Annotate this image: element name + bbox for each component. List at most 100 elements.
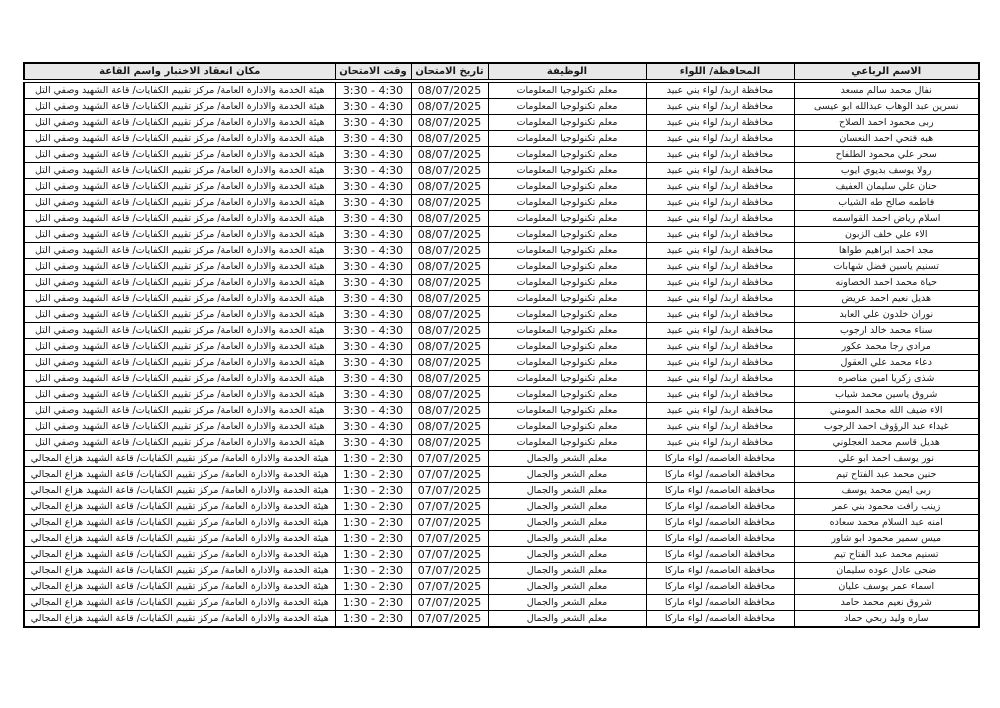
cell-governorate: محافظة اربد/ لواء بني عبيد <box>645 402 795 419</box>
cell-job: معلم تكنولوجيا المعلومات <box>487 194 647 211</box>
cell-location: هيئة الخدمة والادارة العامة/ مركز تقييم … <box>23 146 336 163</box>
cell-exam-time: 1:30 - 2:30 <box>334 610 412 628</box>
table-row: دعاء محمد علي العقول محافظة اربد/ لواء بن… <box>23 354 980 371</box>
cell-full-name: فاطمه صالح طه الشياب <box>793 194 980 211</box>
cell-full-name: غيداء عبد الرؤوف احمد الرجوب <box>793 418 980 435</box>
cell-location: هيئة الخدمة والادارة العامة/ مركز تقييم … <box>23 114 336 131</box>
table-row: نور يوسف احمد ابو علي محافظة العاصمه/ لوا… <box>23 450 980 467</box>
table-row: هديل قاسم محمد العجلوني محافظة اربد/ لواء… <box>23 434 980 451</box>
cell-location: هيئة الخدمة والادارة العامة/ مركز تقييم … <box>23 370 336 387</box>
cell-exam-date: 07/07/2025 <box>410 482 489 499</box>
cell-job: معلم الشعر والجمال <box>487 562 647 579</box>
cell-exam-date: 08/07/2025 <box>410 338 489 355</box>
cell-exam-time: 1:30 - 2:30 <box>334 578 412 595</box>
cell-job: معلم الشعر والجمال <box>487 594 647 611</box>
cell-exam-date: 08/07/2025 <box>410 274 489 291</box>
cell-full-name: نسرين عبد الوهاب عبدالله ابو عيسى <box>793 98 980 115</box>
cell-full-name: نوران خلدون علي العابد <box>793 306 980 323</box>
cell-exam-time: 3:30 - 4:30 <box>334 322 412 339</box>
cell-governorate: محافظة اربد/ لواء بني عبيد <box>645 114 795 131</box>
cell-full-name: حنان علي سليمان العفيف <box>793 178 980 195</box>
table-row: اسماء عمر يوسف عليان محافظة العاصمه/ لواء… <box>23 578 980 595</box>
cell-full-name: سناء محمد خالد ارجوب <box>793 322 980 339</box>
cell-full-name: امنه عبد السلام محمد سعاده <box>793 514 980 531</box>
cell-job: معلم تكنولوجيا المعلومات <box>487 146 647 163</box>
cell-job: معلم تكنولوجيا المعلومات <box>487 434 647 451</box>
cell-job: معلم تكنولوجيا المعلومات <box>487 242 647 259</box>
cell-full-name: ساره وليد ربحي حماد <box>793 610 980 628</box>
cell-exam-time: 1:30 - 2:30 <box>334 514 412 531</box>
cell-governorate: محافظة اربد/ لواء بني عبيد <box>645 178 795 195</box>
cell-exam-time: 3:30 - 4:30 <box>334 402 412 419</box>
cell-governorate: محافظة اربد/ لواء بني عبيد <box>645 418 795 435</box>
cell-full-name: هديل قاسم محمد العجلوني <box>793 434 980 451</box>
cell-job: معلم تكنولوجيا المعلومات <box>487 80 647 99</box>
cell-exam-time: 1:30 - 2:30 <box>334 594 412 611</box>
cell-full-name: تسنيم محمد عبد الفتاح تيم <box>793 546 980 563</box>
cell-job: معلم تكنولوجيا المعلومات <box>487 114 647 131</box>
cell-location: هيئة الخدمة والادارة العامة/ مركز تقييم … <box>23 274 336 291</box>
cell-job: معلم الشعر والجمال <box>487 546 647 563</box>
cell-location: هيئة الخدمة والادارة العامة/ مركز تقييم … <box>23 482 336 499</box>
cell-full-name: الاء علي خلف الزبون <box>793 226 980 243</box>
header-exam-time: وقت الامتحان <box>334 62 412 83</box>
cell-location: هيئة الخدمة والادارة العامة/ مركز تقييم … <box>23 546 336 563</box>
table-row: الاء علي خلف الزبون محافظة اربد/ لواء بني… <box>23 226 980 243</box>
cell-job: معلم تكنولوجيا المعلومات <box>487 322 647 339</box>
table-body: نفال محمد سالم مسعد محافظة اربد/ لواء بني… <box>23 80 980 628</box>
cell-exam-time: 1:30 - 2:30 <box>334 466 412 483</box>
cell-full-name: هديل نعيم احمد عريض <box>793 290 980 307</box>
cell-job: معلم تكنولوجيا المعلومات <box>487 274 647 291</box>
table-row: ساره وليد ربحي حماد محافظة العاصمه/ لواء … <box>23 610 980 628</box>
table-row: امنه عبد السلام محمد سعاده محافظة العاصمه… <box>23 514 980 531</box>
cell-full-name: الاء ضيف الله محمد المومني <box>793 402 980 419</box>
table-row: تسنيم محمد عبد الفتاح تيم محافظة العاصمه/… <box>23 546 980 563</box>
cell-location: هيئة الخدمة والادارة العامة/ مركز تقييم … <box>23 498 336 515</box>
cell-exam-date: 08/07/2025 <box>410 194 489 211</box>
cell-exam-date: 08/07/2025 <box>410 258 489 275</box>
header-location: مكان انعقاد الاختبار واسم القاعة <box>23 62 336 83</box>
table-row: شروق ياسين محمد شياب محافظة اربد/ لواء بن… <box>23 386 980 403</box>
cell-governorate: محافظة اربد/ لواء بني عبيد <box>645 338 795 355</box>
cell-exam-time: 1:30 - 2:30 <box>334 482 412 499</box>
cell-governorate: محافظة اربد/ لواء بني عبيد <box>645 130 795 147</box>
cell-full-name: ربى محمود احمد الصلاح <box>793 114 980 131</box>
cell-exam-date: 07/07/2025 <box>410 514 489 531</box>
cell-exam-date: 08/07/2025 <box>410 210 489 227</box>
table-row: نسرين عبد الوهاب عبدالله ابو عيسى محافظة … <box>23 98 980 115</box>
cell-governorate: محافظة العاصمه/ لواء ماركا <box>645 594 795 611</box>
table-row: سناء محمد خالد ارجوب محافظة اربد/ لواء بن… <box>23 322 980 339</box>
cell-location: هيئة الخدمة والادارة العامة/ مركز تقييم … <box>23 434 336 451</box>
cell-exam-time: 3:30 - 4:30 <box>334 146 412 163</box>
cell-exam-time: 3:30 - 4:30 <box>334 354 412 371</box>
cell-job: معلم تكنولوجيا المعلومات <box>487 290 647 307</box>
cell-governorate: محافظة العاصمه/ لواء ماركا <box>645 610 795 628</box>
cell-exam-date: 07/07/2025 <box>410 530 489 547</box>
cell-exam-time: 3:30 - 4:30 <box>334 98 412 115</box>
cell-exam-time: 3:30 - 4:30 <box>334 338 412 355</box>
cell-exam-time: 1:30 - 2:30 <box>334 562 412 579</box>
table-row: رولا يوسف بديوي ايوب محافظة اربد/ لواء بن… <box>23 162 980 179</box>
header-exam-date: تاريخ الامتحان <box>410 62 489 83</box>
cell-governorate: محافظة اربد/ لواء بني عبيد <box>645 370 795 387</box>
cell-exam-date: 07/07/2025 <box>410 466 489 483</box>
cell-governorate: محافظة العاصمه/ لواء ماركا <box>645 578 795 595</box>
cell-exam-time: 3:30 - 4:30 <box>334 418 412 435</box>
table-row: تسنيم ياسين فضل شهابات محافظة اربد/ لواء … <box>23 258 980 275</box>
cell-location: هيئة الخدمة والادارة العامة/ مركز تقييم … <box>23 530 336 547</box>
cell-governorate: محافظة اربد/ لواء بني عبيد <box>645 146 795 163</box>
cell-job: معلم تكنولوجيا المعلومات <box>487 354 647 371</box>
cell-location: هيئة الخدمة والادارة العامة/ مركز تقييم … <box>23 130 336 147</box>
cell-location: هيئة الخدمة والادارة العامة/ مركز تقييم … <box>23 562 336 579</box>
exam-schedule-table: الاسم الرباعي المحافظة/ اللواء الوظيفة ت… <box>23 62 980 628</box>
cell-full-name: ميس سمير محمود ابو شاور <box>793 530 980 547</box>
cell-job: معلم الشعر والجمال <box>487 610 647 628</box>
table-row: حنان علي سليمان العفيف محافظة اربد/ لواء … <box>23 178 980 195</box>
header-job: الوظيفة <box>487 62 647 83</box>
table-header: الاسم الرباعي المحافظة/ اللواء الوظيفة ت… <box>23 62 980 83</box>
cell-job: معلم تكنولوجيا المعلومات <box>487 178 647 195</box>
cell-exam-time: 3:30 - 4:30 <box>334 258 412 275</box>
cell-governorate: محافظة اربد/ لواء بني عبيد <box>645 354 795 371</box>
cell-governorate: محافظة اربد/ لواء بني عبيد <box>645 242 795 259</box>
cell-exam-time: 3:30 - 4:30 <box>334 226 412 243</box>
